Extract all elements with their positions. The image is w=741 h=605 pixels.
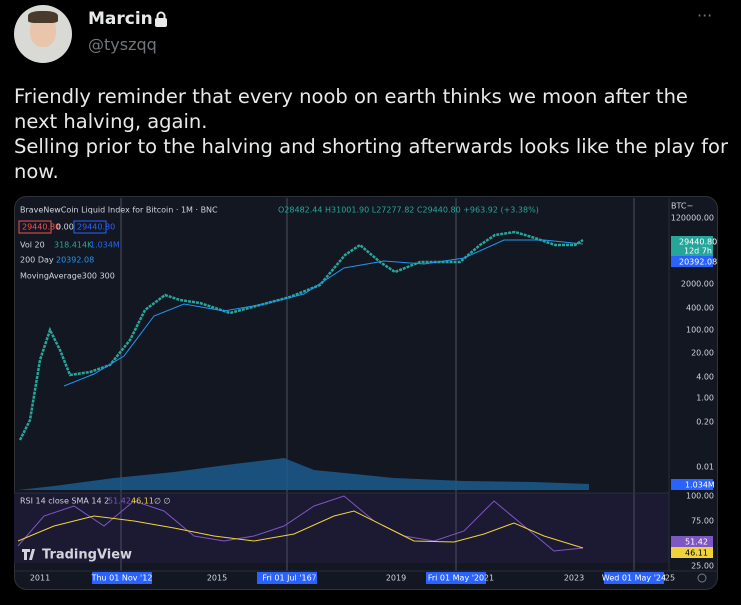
rsi-sma: 46.11	[685, 549, 708, 558]
legend: 1.034M	[90, 241, 120, 250]
price-box	[73, 220, 107, 234]
time-axis-label: Wed 01 May '24	[602, 574, 666, 583]
rsi-axis-label: 100.00	[686, 492, 714, 501]
rsi-band	[14, 493, 669, 563]
legend: 20392.08	[56, 256, 94, 265]
volume-box	[671, 479, 713, 490]
more-button[interactable]: ···	[697, 6, 713, 25]
ma-price-box	[671, 256, 713, 267]
price-axis-label: 20.00	[691, 349, 714, 358]
rsi-legend: RSI 14 close SMA 14 2	[20, 497, 109, 506]
price-axis-label: 2000.00	[681, 280, 714, 289]
time-axis-label: 2019	[386, 574, 406, 583]
settings-icon[interactable]	[697, 573, 707, 583]
chart-image[interactable]: BraveNewCoin Liquid Index for Bitcoin · …	[14, 196, 718, 590]
countdown: 12d 7h	[684, 247, 712, 256]
text-line: next halving, again.	[14, 110, 208, 133]
time-axis-label: 21	[484, 574, 494, 583]
rsi-sma-line	[17, 510, 584, 549]
author-name[interactable]: Marcin	[88, 9, 153, 29]
rsi-axis-label: 75.00	[691, 517, 714, 526]
ma-line	[63, 239, 584, 387]
time-axis: 2011 Thu 01 Nov '12 2015 Fri 01 Jul '16 7 201…	[30, 572, 675, 584]
text-line: Friendly reminder that every noob on ear…	[14, 85, 688, 108]
price-axis-label: 4.00	[696, 373, 714, 382]
rsi-legend: ∅ ∅	[154, 497, 171, 506]
chart-title: BraveNewCoin Liquid Index for Bitcoin · …	[20, 206, 218, 215]
legend: 318.414K	[54, 241, 93, 250]
last-price-box	[671, 236, 713, 257]
time-axis-box	[604, 572, 664, 584]
rsi-value-box	[671, 536, 713, 547]
time-axis-label: Fri 01 Jul '16	[262, 574, 311, 583]
currency: BTC−	[671, 202, 693, 211]
price-box	[18, 220, 52, 234]
tv-logo-icon	[22, 549, 35, 560]
price-axis-label: 0.01	[696, 463, 714, 472]
avatar[interactable]	[14, 5, 72, 63]
price-box-text: 29440.80	[22, 223, 60, 232]
price-axis-label: 1.00	[696, 394, 714, 403]
tv-logo: TradingView	[42, 548, 132, 563]
time-axis-label: 2023	[564, 574, 584, 583]
ohlc: O28482.44 H31001.90 L27277.82 C29440.80 …	[278, 206, 539, 215]
price-axis-label: 120000.00	[671, 214, 714, 223]
avatar-hair	[28, 11, 58, 23]
rsi-legend: 51.42	[108, 497, 131, 506]
time-axis-label: Thu 01 Nov '12	[91, 574, 153, 583]
rsi-legend: 46.11	[131, 497, 154, 506]
halving-lines	[120, 198, 635, 571]
legend: Vol 20	[20, 241, 45, 250]
time-axis-label: 2011	[30, 574, 50, 583]
time-axis-label: 7	[311, 574, 316, 583]
time-axis-box	[92, 572, 152, 584]
text-line: now.	[14, 160, 59, 183]
volume-area	[18, 458, 589, 490]
chart-frame	[14, 196, 718, 590]
tweet-text: Friendly reminder that every noob on ear…	[14, 84, 734, 184]
text-line: Selling prior to the halving and shortin…	[14, 135, 728, 158]
author-handle[interactable]: @tyszqq	[88, 35, 157, 54]
legend: 200 Day	[20, 256, 54, 265]
price-axis-label: 100.00	[686, 326, 714, 335]
ma-price: 20392.08	[679, 258, 717, 267]
price-box-text: 0.00	[56, 223, 74, 232]
rsi-line	[17, 495, 584, 552]
price-axis-label: 400.00	[686, 304, 714, 313]
rsi-sma-box	[671, 547, 713, 558]
time-axis-label: Fri 01 May '20	[428, 574, 484, 583]
price-box-text: 29440.80	[77, 223, 115, 232]
time-axis-label: 25	[665, 574, 675, 583]
time-axis-box	[257, 572, 317, 584]
price-axis-label: 0.20	[696, 418, 714, 427]
time-axis-box	[426, 572, 486, 584]
time-axis-label: 2015	[207, 574, 227, 583]
legend: MovingAverage300 300	[20, 272, 115, 281]
rsi-value: 51.42	[685, 538, 708, 547]
rsi-axis-label: 25.00	[691, 562, 714, 571]
lock-icon	[155, 11, 167, 27]
last-price: 29440.80	[679, 238, 717, 247]
volume-label: 1.034M	[685, 481, 715, 490]
